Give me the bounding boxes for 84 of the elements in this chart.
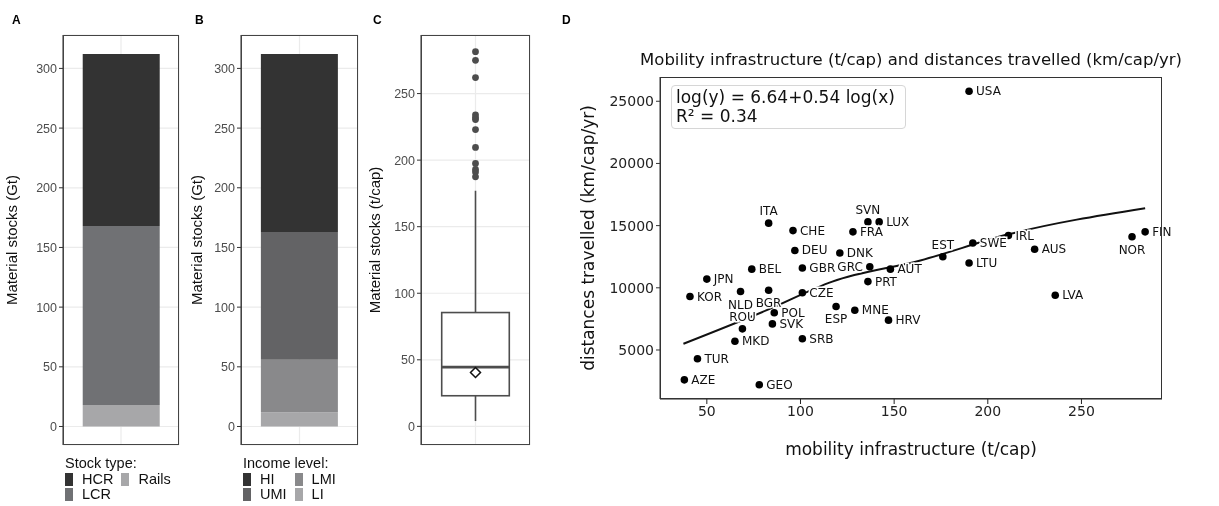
- data-label: AUT: [897, 262, 923, 277]
- y-axis-title: distances travelled (km/cap/yr): [578, 105, 599, 371]
- y-tick-label: 300: [36, 61, 58, 76]
- y-tick-label: 20000: [609, 155, 654, 172]
- y-tick-label: 300: [214, 61, 236, 76]
- y-tick-label: 250: [214, 121, 236, 136]
- data-label: DEU: [801, 243, 828, 258]
- y-tick-label: 150: [214, 240, 236, 255]
- legend-label: HCR: [81, 471, 114, 487]
- legend-label: LMI: [310, 471, 336, 487]
- x-tick-label: 250: [1068, 402, 1095, 419]
- y-tick-label: 50: [43, 360, 58, 375]
- data-label: FRA: [859, 224, 884, 239]
- data-label: HRV: [895, 313, 922, 328]
- x-tick-label: 100: [787, 402, 814, 419]
- data-label: EST: [931, 237, 955, 252]
- data-label: TUR: [703, 351, 729, 366]
- y-tick-label: 250: [394, 87, 416, 102]
- y-tick-label: 150: [394, 220, 416, 235]
- y-tick-label: 250: [36, 121, 58, 136]
- y-axis-title: Material stocks (Gt): [3, 174, 21, 306]
- data-label: LTU: [976, 255, 998, 270]
- data-label: NOR: [1118, 242, 1146, 257]
- y-tick-label: 10000: [609, 279, 654, 296]
- x-tick-label: 200: [974, 402, 1002, 419]
- y-tick-label: 200: [394, 153, 416, 168]
- y-tick-label: 100: [214, 300, 236, 315]
- y-axis-title: Material stocks (t/cap): [366, 166, 384, 314]
- data-label: JPN: [712, 272, 734, 287]
- data-label: IRL: [1015, 228, 1035, 243]
- x-tick-label: 50: [697, 402, 716, 419]
- legend-label: Rails: [137, 471, 171, 487]
- data-label: GRC: [837, 259, 863, 274]
- y-tick-label: 0: [408, 419, 416, 434]
- x-axis-title: mobility infrastructure (t/cap): [785, 439, 1037, 459]
- y-tick-label: 50: [221, 360, 236, 375]
- data-label: CZE: [809, 285, 834, 300]
- chart-title: Mobility infrastructure (t/cap) and distances travelled (km/cap/yr): [639, 50, 1183, 69]
- data-label: AZE: [691, 372, 716, 387]
- text: B: [195, 13, 204, 27]
- y-tick-label: 100: [36, 300, 58, 315]
- data-label: GEO: [766, 377, 793, 392]
- y-tick-label: 0: [228, 419, 236, 434]
- data-label: GBR: [809, 260, 836, 275]
- data-label: CHE: [799, 223, 825, 238]
- legend-label: HI: [259, 471, 276, 487]
- data-label: SRB: [809, 331, 834, 346]
- text: A: [12, 13, 21, 27]
- legend-label: UMI: [259, 486, 287, 502]
- data-label: BEL: [758, 262, 782, 277]
- y-tick-label: 5000: [618, 341, 654, 358]
- legend-title: Income level:: [243, 455, 330, 472]
- text: D: [562, 13, 571, 27]
- data-label: MNE: [861, 303, 889, 318]
- data-label: USA: [976, 84, 1002, 99]
- data-label: LVA: [1062, 288, 1085, 303]
- legend-label: LCR: [81, 486, 112, 502]
- data-label: ESP: [824, 312, 848, 327]
- y-tick-label: 150: [36, 240, 58, 255]
- data-label: KOR: [696, 289, 722, 304]
- y-tick-label: 25000: [609, 93, 654, 110]
- y-tick-label: 200: [36, 181, 58, 196]
- data-label: NLD: [728, 297, 753, 312]
- data-label: BGR: [755, 296, 782, 311]
- data-label: MKD: [741, 334, 770, 349]
- text: C: [373, 13, 382, 27]
- legend-label: LI: [310, 486, 325, 502]
- y-tick-label: 15000: [609, 217, 654, 234]
- data-label: SVN: [855, 202, 881, 217]
- y-tick-label: 50: [401, 353, 416, 368]
- data-label: AUS: [1041, 242, 1067, 257]
- annotation: R² = 0.34: [676, 106, 759, 126]
- data-label: LUX: [886, 214, 910, 229]
- data-label: SWE: [979, 236, 1007, 251]
- data-label: ITA: [759, 204, 779, 219]
- data-label: DNK: [846, 245, 875, 260]
- y-axis-title: Material stocks (Gt): [188, 174, 206, 306]
- y-tick-label: 200: [214, 181, 236, 196]
- annotation: log(y) = 6.64+0.54 log(x): [676, 87, 895, 107]
- legend-title: Stock type:: [65, 455, 138, 472]
- y-tick-label: 0: [50, 419, 58, 434]
- data-label: PRT: [874, 274, 898, 289]
- x-tick-label: 150: [880, 402, 908, 419]
- y-tick-label: 100: [394, 286, 416, 301]
